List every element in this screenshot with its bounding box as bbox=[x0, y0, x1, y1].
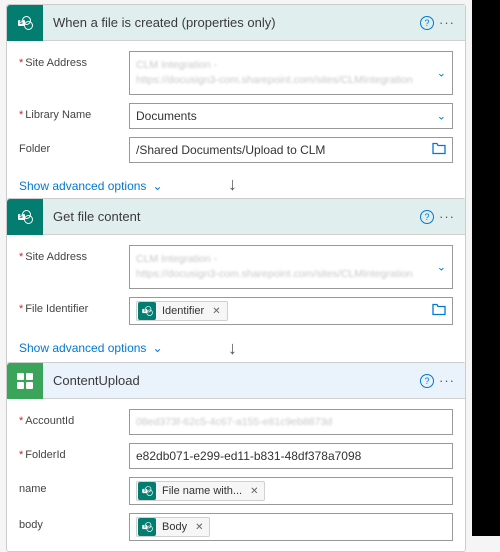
contentupload-icon bbox=[7, 363, 43, 399]
folder-icon[interactable] bbox=[432, 304, 446, 319]
chevron-down-icon[interactable]: ⌄ bbox=[437, 110, 446, 123]
more-icon[interactable]: ··· bbox=[437, 207, 457, 227]
body-field[interactable]: S Body ✕ bbox=[129, 513, 453, 541]
chevron-down-icon[interactable]: ⌄ bbox=[437, 67, 446, 80]
label-site-address: Site Address bbox=[19, 51, 129, 69]
flow-arrow-icon: ↓ bbox=[228, 174, 237, 195]
label-folder: Folder bbox=[19, 137, 129, 155]
folder-icon[interactable] bbox=[432, 143, 446, 158]
chevron-down-icon[interactable]: ⌄ bbox=[437, 261, 446, 274]
folderid-field[interactable]: e82db071-e299-ed11-b831-48df378a7098 bbox=[129, 443, 453, 469]
chevron-down-icon: ⌄ bbox=[152, 341, 162, 355]
more-icon[interactable]: ··· bbox=[437, 371, 457, 391]
token-identifier[interactable]: S Identifier ✕ bbox=[136, 301, 228, 321]
card1-title: When a file is created (properties only) bbox=[43, 15, 417, 30]
more-icon[interactable]: ··· bbox=[437, 13, 457, 33]
remove-token-icon[interactable]: ✕ bbox=[195, 522, 203, 533]
sharepoint-icon: S bbox=[138, 302, 156, 320]
sharepoint-icon: S bbox=[138, 482, 156, 500]
file-identifier-field[interactable]: S Identifier ✕ bbox=[129, 297, 453, 325]
name-field[interactable]: S File name with... ✕ bbox=[129, 477, 453, 505]
folder-field[interactable]: /Shared Documents/Upload to CLM bbox=[129, 137, 453, 163]
label-file-identifier: File Identifier bbox=[19, 297, 129, 315]
sharepoint-icon: S bbox=[138, 518, 156, 536]
label-accountid: AccountId bbox=[19, 409, 129, 427]
site-address-field[interactable]: CLM Integration - https://docusign3-com.… bbox=[129, 245, 453, 289]
card2-header[interactable]: S Get file content ? ··· bbox=[7, 199, 465, 235]
label-body: body bbox=[19, 513, 129, 531]
library-name-field[interactable]: Documents ⌄ bbox=[129, 103, 453, 129]
sharepoint-icon: S bbox=[7, 199, 43, 235]
sharepoint-icon: S bbox=[7, 5, 43, 41]
card3-title: ContentUpload bbox=[43, 373, 417, 388]
remove-token-icon[interactable]: ✕ bbox=[212, 306, 220, 317]
label-site-address: Site Address bbox=[19, 245, 129, 263]
token-body[interactable]: S Body ✕ bbox=[136, 517, 210, 537]
remove-token-icon[interactable]: ✕ bbox=[250, 486, 258, 497]
label-name: name bbox=[19, 477, 129, 495]
accountid-field[interactable]: 08ed373f-62c5-4c67-a155-e81c9eb8873d bbox=[129, 409, 453, 435]
help-icon[interactable]: ? bbox=[417, 371, 437, 391]
card2-title: Get file content bbox=[43, 209, 417, 224]
card1-header[interactable]: S When a file is created (properties onl… bbox=[7, 5, 465, 41]
token-filename[interactable]: S File name with... ✕ bbox=[136, 481, 265, 501]
help-icon[interactable]: ? bbox=[417, 13, 437, 33]
card3-header[interactable]: ContentUpload ? ··· bbox=[7, 363, 465, 399]
label-library-name: Library Name bbox=[19, 103, 129, 121]
label-folderid: FolderId bbox=[19, 443, 129, 461]
chevron-down-icon: ⌄ bbox=[152, 179, 162, 193]
help-icon[interactable]: ? bbox=[417, 207, 437, 227]
site-address-field[interactable]: CLM Integration - https://docusign3-com.… bbox=[129, 51, 453, 95]
flow-arrow-icon: ↓ bbox=[228, 338, 237, 359]
